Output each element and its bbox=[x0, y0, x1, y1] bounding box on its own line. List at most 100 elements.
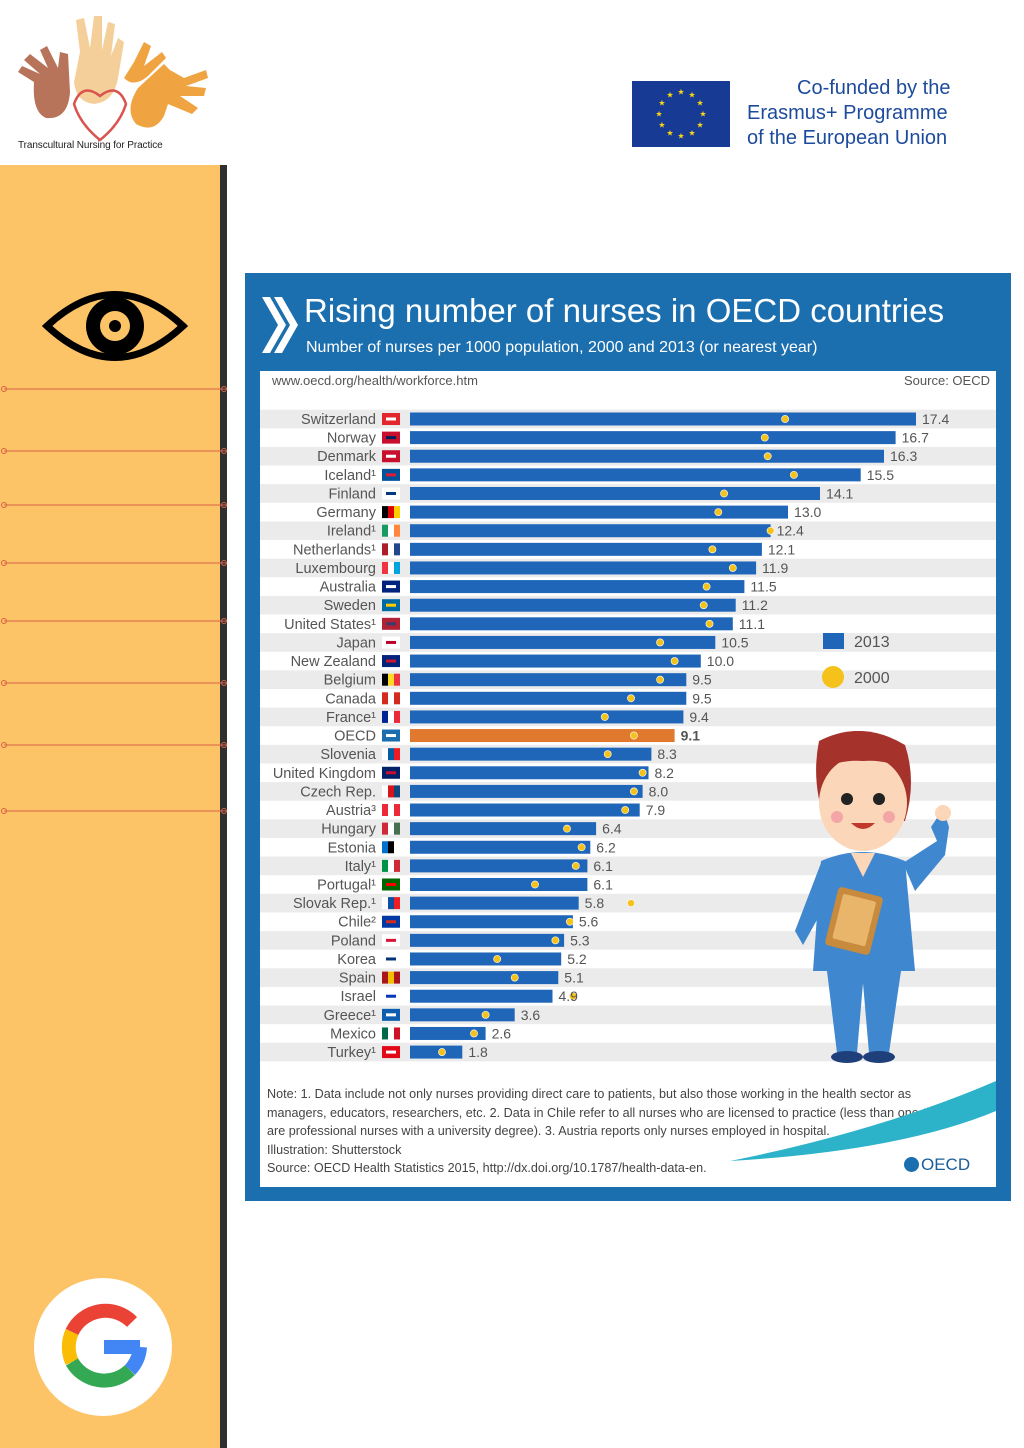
country-flag-icon bbox=[382, 766, 400, 779]
country-flag-icon bbox=[382, 841, 400, 854]
dot-2000 bbox=[600, 713, 609, 721]
dot-2000 bbox=[728, 564, 737, 572]
dot-2000 bbox=[481, 1010, 490, 1019]
oecd-logo-text: OECD bbox=[921, 1155, 971, 1174]
value-label: 9.1 bbox=[681, 728, 701, 744]
value-label: 6.1 bbox=[593, 858, 613, 874]
chart-row: Iceland¹ 15.5 bbox=[324, 467, 894, 484]
value-label: 12.1 bbox=[768, 541, 795, 557]
category-label: Australia bbox=[320, 580, 377, 596]
value-label: 15.5 bbox=[867, 467, 894, 483]
chart-row: Estonia 6.2 bbox=[328, 839, 616, 856]
eu-star bbox=[699, 110, 707, 117]
value-label: 3.6 bbox=[521, 1007, 541, 1023]
category-label: Sweden bbox=[324, 598, 376, 614]
country-flag-icon bbox=[382, 804, 400, 817]
country-flag-icon bbox=[382, 692, 400, 705]
dot-2000 bbox=[577, 843, 586, 852]
chart-row: Netherlands¹ 12.1 bbox=[293, 541, 795, 558]
note-line: Source: OECD Health Statistics 2015, htt… bbox=[267, 1161, 707, 1175]
eu-star bbox=[677, 88, 685, 95]
bar-2013 bbox=[410, 486, 820, 500]
category-label: Germany bbox=[316, 505, 376, 521]
category-label: Ireland¹ bbox=[327, 524, 376, 540]
chart-row: France¹ 9.4 bbox=[260, 707, 996, 727]
dot-2000 bbox=[563, 824, 571, 833]
sidebar-divider-line bbox=[1, 448, 227, 454]
dot-2000 bbox=[670, 657, 679, 665]
value-label: 4.9 bbox=[558, 988, 578, 1004]
country-flag-icon bbox=[382, 1046, 400, 1059]
bar-2013 bbox=[410, 859, 588, 873]
value-label: 10.5 bbox=[721, 634, 748, 650]
category-label: Canada bbox=[325, 691, 377, 707]
category-label: Finland bbox=[328, 486, 376, 502]
bar-2013 bbox=[410, 1045, 463, 1059]
category-label: Netherlands¹ bbox=[293, 542, 376, 558]
chart-row: Spain 5.1 bbox=[260, 968, 996, 987]
country-flag-icon bbox=[382, 673, 400, 686]
source-url[interactable]: www.oecd.org/health/workforce.htm bbox=[272, 373, 478, 388]
legend-label-2013: 2013 bbox=[854, 634, 890, 651]
country-flag-icon bbox=[382, 450, 400, 463]
value-label: 13.0 bbox=[794, 504, 821, 520]
country-flag-icon bbox=[382, 543, 400, 556]
chart-row: Australia 11.5 bbox=[320, 579, 777, 596]
value-label: 9.4 bbox=[689, 709, 709, 725]
bar-2013 bbox=[410, 784, 643, 798]
country-flag-icon bbox=[382, 468, 400, 481]
eu-star bbox=[658, 121, 665, 128]
dot-2000 bbox=[656, 675, 664, 684]
chart-row: Chile² 5.6 bbox=[338, 914, 598, 931]
chart-row: Israel 4.9 bbox=[341, 988, 579, 1005]
google-icon bbox=[61, 1303, 147, 1388]
value-label: 11.1 bbox=[739, 616, 765, 632]
value-label: 2.6 bbox=[492, 1025, 512, 1041]
google-badge[interactable] bbox=[34, 1278, 172, 1416]
country-flag-icon bbox=[382, 897, 400, 910]
value-label: 7.9 bbox=[646, 802, 666, 818]
cofunded-line-2: Erasmus+ Programme bbox=[747, 102, 948, 124]
country-flag-icon bbox=[382, 1027, 400, 1040]
country-flag-icon bbox=[382, 599, 400, 612]
note-line: managers, educators, researchers, etc. 2… bbox=[267, 1105, 948, 1120]
globe-icon bbox=[904, 1157, 919, 1172]
bar-2013 bbox=[410, 971, 559, 985]
bar-2013 bbox=[410, 952, 562, 966]
value-label: 5.1 bbox=[564, 970, 584, 986]
chart-legend: 2013 2000 bbox=[822, 633, 890, 688]
bar-2013 bbox=[410, 766, 649, 780]
value-label: 16.7 bbox=[902, 430, 929, 446]
sidebar-divider-line bbox=[1, 502, 227, 508]
bar-2013 bbox=[410, 468, 861, 482]
category-label: OECD bbox=[334, 729, 376, 745]
chart-row: Germany 13.0 bbox=[316, 504, 821, 521]
category-label: Portugal¹ bbox=[317, 878, 376, 894]
category-label: Mexico bbox=[330, 1026, 376, 1042]
category-label: France¹ bbox=[326, 710, 376, 726]
country-flag-icon bbox=[382, 617, 400, 630]
dot-2000 bbox=[760, 433, 769, 442]
sidebar-divider-line bbox=[1, 742, 227, 748]
bar-2013 bbox=[410, 878, 588, 891]
dot-2000 bbox=[571, 861, 580, 870]
eu-star bbox=[697, 121, 704, 128]
country-flag-icon bbox=[382, 524, 400, 537]
dot-2000 bbox=[763, 452, 772, 461]
chart-row: Switzerland 17.4 bbox=[260, 409, 996, 429]
dot-2000 bbox=[621, 806, 630, 814]
chart-subtitle: Number of nurses per 1000 population, 20… bbox=[306, 339, 818, 356]
note-line: Illustration: Shutterstock bbox=[267, 1142, 402, 1157]
chart-title: Rising number of nurses in OECD countrie… bbox=[304, 292, 945, 329]
chart-row: Korea 5.2 bbox=[337, 951, 587, 968]
country-flag-icon bbox=[382, 915, 400, 928]
oecd-footer-logo: OECD bbox=[904, 1155, 970, 1175]
value-label: 6.2 bbox=[596, 839, 616, 855]
bar-2013 bbox=[410, 803, 640, 817]
country-flag-icon bbox=[382, 1008, 400, 1021]
bar-2013 bbox=[410, 635, 716, 649]
chart-row: Hungary 6.4 bbox=[260, 819, 996, 838]
value-label: 12.4 bbox=[777, 523, 804, 539]
chart-row: Denmark 16.3 bbox=[260, 446, 996, 466]
hands-logo-mark bbox=[18, 16, 208, 142]
